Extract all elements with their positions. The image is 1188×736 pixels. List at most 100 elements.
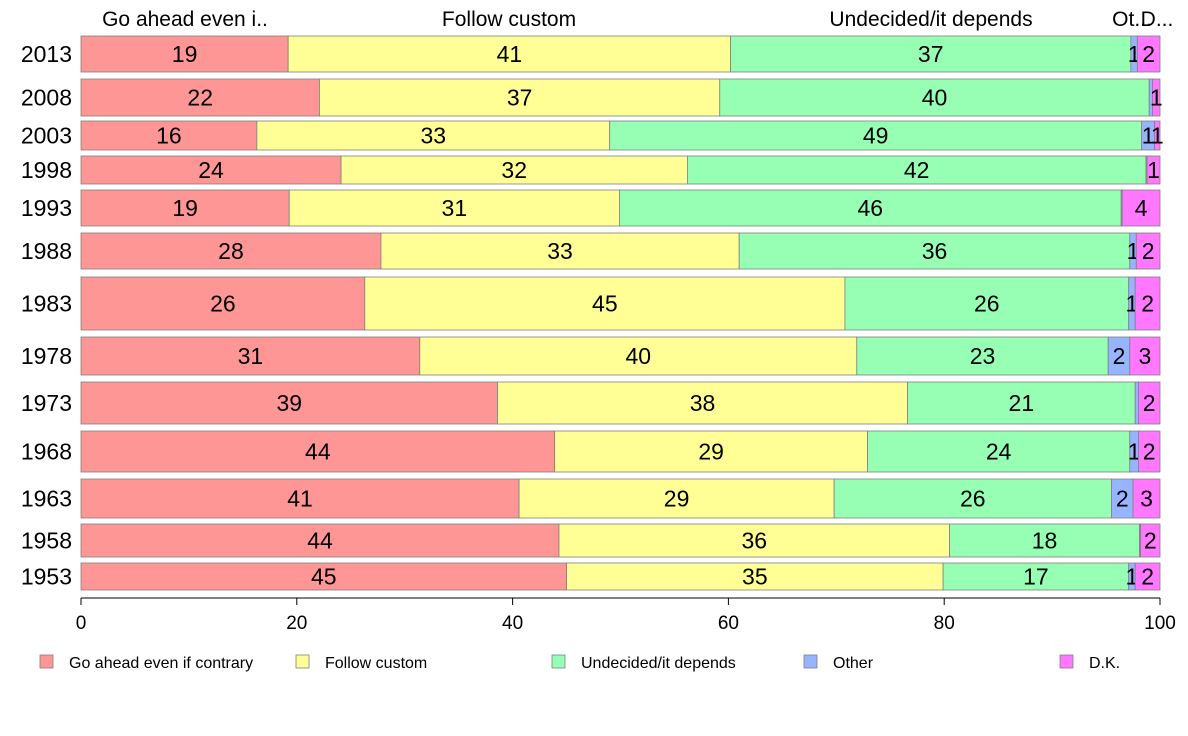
x-tick-label: 40: [502, 613, 523, 634]
top-label: Go ahead even i..: [102, 8, 268, 31]
legend-swatch: [39, 654, 54, 669]
bar-segment: [80, 478, 520, 519]
top-category-labels: Go ahead even i.. Follow custom Undecided/…: [102, 8, 1173, 31]
top-label: Follow custom: [442, 8, 576, 31]
bar-segment: [1138, 430, 1161, 473]
bar-segment: [287, 35, 731, 73]
data-label: 33: [420, 123, 446, 149]
data-label: 31: [442, 195, 468, 221]
bar-segment: [80, 523, 560, 558]
data-label: 2: [1141, 564, 1154, 590]
data-label: 2: [1143, 390, 1156, 416]
bar-segment: [949, 523, 1140, 558]
data-label: 1: [1142, 123, 1155, 149]
x-tick-label: 100: [1144, 613, 1176, 634]
bar-segment: [1146, 155, 1161, 185]
bar-segment: [518, 478, 835, 519]
data-label: 36: [741, 528, 767, 554]
data-label: 22: [187, 85, 213, 111]
x-tick-label: 60: [718, 613, 739, 634]
bar-segment: [942, 562, 1130, 591]
y-tick-label: 1963: [21, 486, 72, 512]
y-tick-label: 2003: [21, 123, 72, 149]
data-label: 2: [1113, 343, 1126, 369]
data-label: 37: [918, 41, 944, 67]
data-label: 44: [307, 528, 333, 554]
y-tick-label: 1998: [21, 157, 72, 183]
data-label: 26: [960, 486, 986, 512]
bar-segment: [1136, 35, 1161, 73]
bar-segment: [80, 232, 382, 270]
data-label: 2: [1141, 291, 1154, 317]
legend-label: Other: [833, 655, 874, 672]
top-label: Undecided/it depends: [829, 8, 1032, 31]
data-label: 32: [501, 157, 527, 183]
bar-segment: [80, 276, 366, 331]
bar-segment: [1134, 562, 1161, 591]
data-label: 29: [698, 439, 724, 465]
data-label: 26: [974, 291, 1000, 317]
data-label: 18: [1032, 528, 1058, 554]
data-label: 31: [238, 343, 264, 369]
data-label: 44: [305, 439, 331, 465]
bar-segment: [1140, 523, 1161, 558]
bar-segment: [80, 430, 556, 473]
bar-segment: [1135, 232, 1161, 270]
bar-segment: [738, 232, 1131, 270]
data-label: 45: [311, 564, 337, 590]
data-label: 1: [1147, 157, 1160, 183]
bar-segment: [1152, 78, 1161, 117]
data-label: 40: [922, 85, 948, 111]
bar-segment: [288, 189, 620, 227]
bar-segment: [844, 276, 1130, 331]
x-tick-label: 20: [286, 613, 307, 634]
y-tick-label: 1958: [21, 528, 72, 554]
bar-segment: [80, 336, 421, 376]
y-tick-label: 2013: [21, 41, 72, 67]
bar-segment: [380, 232, 740, 270]
data-label: 33: [547, 238, 573, 264]
data-label: 49: [863, 123, 889, 149]
bar-segment: [1154, 120, 1161, 151]
data-label: 3: [1140, 486, 1153, 512]
y-tick-label: 1953: [21, 564, 72, 590]
bar-segment: [1129, 336, 1161, 376]
legend: Go ahead even if contrary Follow custom Un…: [39, 654, 1120, 672]
bar-segment: [1134, 276, 1161, 331]
bar-segment: [1138, 381, 1161, 425]
data-label: 38: [690, 390, 716, 416]
data-label: 45: [592, 291, 618, 317]
legend-label: D.K.: [1089, 655, 1120, 672]
bar-segment: [80, 562, 567, 591]
bar-segment: [80, 189, 290, 227]
data-label: 19: [172, 41, 198, 67]
data-label: 35: [742, 564, 768, 590]
data-label: 2: [1142, 238, 1155, 264]
data-label: 2: [1116, 486, 1129, 512]
x-tick-label: 80: [934, 613, 955, 634]
bar-segment: [1121, 189, 1161, 227]
data-label: 24: [198, 157, 224, 183]
top-label: Ot...: [1112, 8, 1152, 31]
data-label: 17: [1023, 564, 1049, 590]
data-label: 1: [1151, 123, 1164, 149]
bar-segment: [364, 276, 846, 331]
data-label: 21: [1009, 390, 1035, 416]
bar-segment: [558, 523, 950, 558]
bar-segment: [566, 562, 944, 591]
legend-label: Go ahead even if contrary: [69, 655, 253, 672]
data-label: 41: [287, 486, 313, 512]
data-label: 40: [626, 343, 652, 369]
data-label: 46: [857, 195, 883, 221]
y-tick-label: 1983: [21, 291, 72, 317]
data-label: 1: [1128, 439, 1141, 465]
bar-segment: [719, 78, 1150, 117]
x-axis: 0 20 40 60 80 100: [76, 597, 1176, 634]
legend-swatch: [551, 654, 566, 669]
bar-segment: [856, 336, 1109, 376]
data-label: 42: [904, 157, 930, 183]
data-label: 39: [276, 390, 302, 416]
data-label: 2: [1142, 41, 1155, 67]
data-label: 41: [497, 41, 523, 67]
